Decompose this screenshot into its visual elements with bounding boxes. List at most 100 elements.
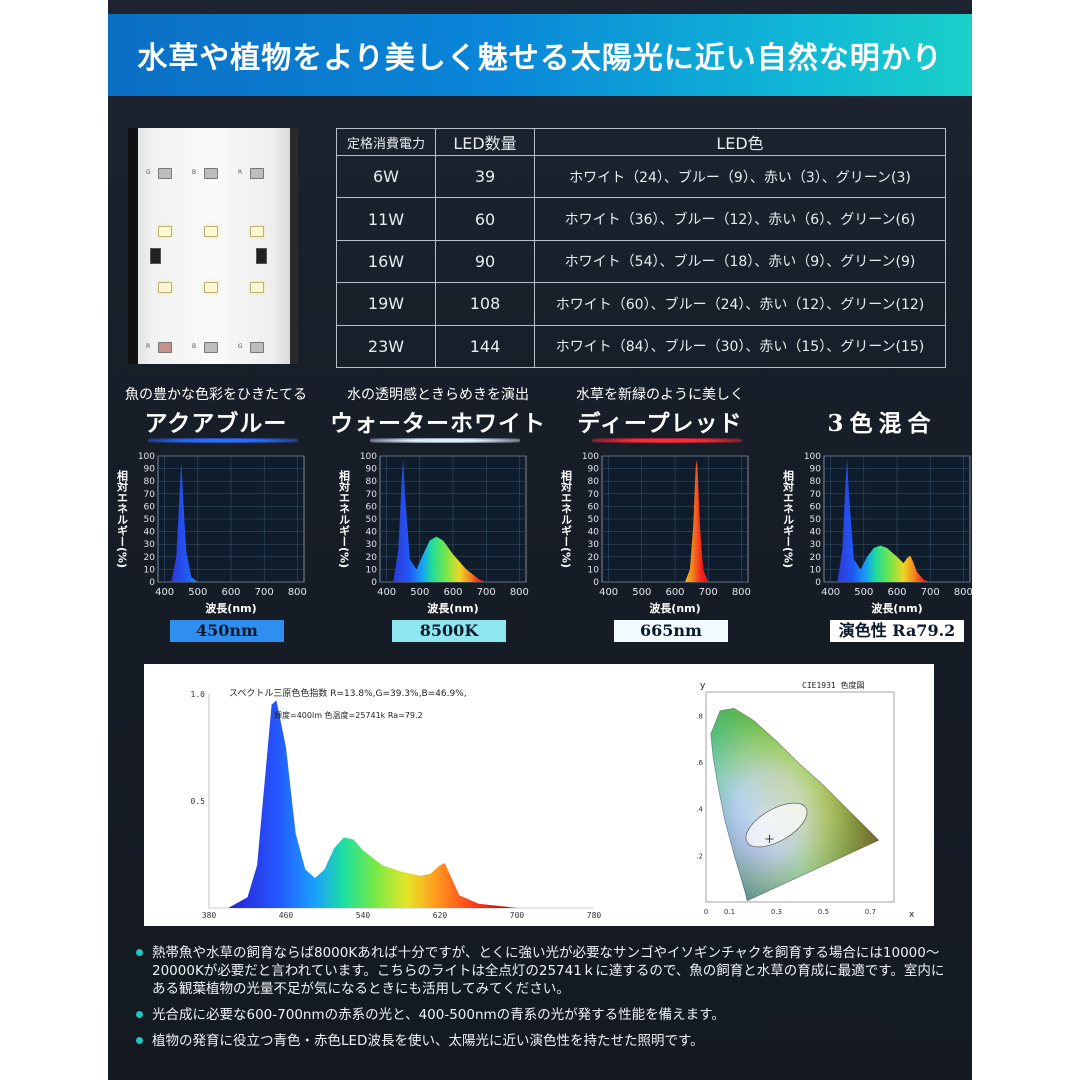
led-mark: B (192, 169, 197, 176)
y-tick-label: 90 (144, 465, 156, 475)
white-point-ellipse (745, 802, 808, 848)
spec-table-header: 定格消費電力 LED数量 LED色 (336, 128, 946, 156)
y-tick-label: 100 (138, 452, 155, 462)
led-chip (158, 168, 172, 179)
panel-subtitle: 水の透明感ときらめきを演出 (347, 387, 529, 403)
y-tick-label: 10 (810, 565, 822, 575)
x-tick-label: 460 (279, 911, 294, 920)
header-led-color: LED色 (534, 128, 946, 156)
led-chip-white (158, 282, 172, 293)
y-tick-label: 80 (810, 477, 822, 487)
spectrum-chart: 0 10 20 30 40 50 60 70 80 90 100 400 500 600 700 800 相対エ… (116, 452, 307, 615)
cell-led-colors: ホワイト（60）、ブルー（24）、赤い（12）、グリーン(12) (534, 282, 946, 326)
y-tick-label: 40 (810, 528, 822, 538)
x-tick-label: 0.1 (724, 908, 735, 916)
spectrum-series (171, 459, 198, 582)
spectrum-analysis-panel: 380 460 540 620 700 780 0.5 1.0 スペクトル三原色色指数 R=13… (144, 664, 934, 926)
note-item: 植物の発育に役立つ青色・赤色LED波長を使い、太陽光に近い演色性を持たせた照明で… (136, 1032, 956, 1050)
y-tick-label: .8 (696, 712, 703, 720)
led-chip-white (158, 226, 172, 237)
panel-subtitle: 水草を新緑のように美しく (576, 387, 744, 403)
y-tick-label: 60 (366, 502, 378, 512)
y-tick-label: 10 (144, 565, 156, 575)
y-tick-label: 90 (810, 465, 822, 475)
y-tick-label: 20 (588, 553, 600, 563)
y-tick-label: 60 (144, 502, 156, 512)
y-axis-label: 相対エネルギー(%) (560, 469, 574, 568)
note-item: 光合成に必要な600-700nmの赤系の光と、400-500nmの青系の光が発す… (136, 1006, 956, 1024)
spectrum-panel-three-color: 3色混合 0 10 20 30 40 50 60 70 80 90 100 400 500 600 700 8… (774, 382, 972, 647)
notes: 熱帯魚や水草の飼育ならば8000Kあれば十分ですが、とくに強い光が必要なサンゴや… (136, 944, 956, 1058)
x-tick-label: 500 (188, 587, 207, 598)
y-tick-label: 40 (366, 528, 378, 538)
panel-title: 3色混合 (827, 410, 937, 437)
spectrum-panel-water-white: 水の透明感ときらめきを演出 ウォーターホワイト 0 10 20 30 40 50 60 70 8… (330, 382, 546, 647)
y-tick-label: 0.5 (191, 797, 206, 806)
x-tick-label: 800 (732, 587, 751, 598)
x-tick-label: 600 (443, 587, 462, 598)
y-tick-label: 70 (144, 490, 156, 500)
led-chip (250, 168, 264, 179)
cell-power: 23W (336, 324, 436, 369)
led-light-photo: G B R R B G (128, 128, 298, 364)
y-tick-label: 80 (366, 477, 378, 487)
x-tick-label: 500 (632, 587, 651, 598)
y-tick-label: 50 (144, 515, 156, 525)
note-text: 光合成に必要な600-700nmの赤系の光と、400-500nmの青系の光が発す… (152, 1007, 725, 1023)
cell-led-colors: ホワイト（24）、ブルー（9）、赤い（3）、グリーン(3) (534, 154, 946, 199)
panel-title: アクアブルー (144, 410, 288, 437)
x-tick-label: 800 (510, 587, 529, 598)
led-chip (250, 342, 264, 353)
x-axis-label: 波長(nm) (205, 601, 256, 615)
y-tick-label: .6 (696, 759, 703, 767)
light-frame-left (128, 128, 138, 364)
table-row: 11W 60 ホワイト（36）、ブルー（12）、赤い（6）、グリーン(6) (336, 197, 946, 241)
y-tick-label: 20 (366, 553, 378, 563)
x-axis-label: x (909, 910, 915, 920)
x-tick-label: 400 (155, 587, 174, 598)
y-tick-label: 40 (588, 528, 600, 538)
x-tick-label: 0 (704, 908, 708, 916)
x-tick-label: 800 (954, 587, 972, 598)
x-tick-label: 700 (255, 587, 274, 598)
led-chip-white (204, 282, 218, 293)
bullet-icon (136, 949, 143, 956)
table-row: 6W 39 ホワイト（24）、ブルー（9）、赤い（3）、グリーン(3) (336, 154, 946, 199)
y-tick-label: 0 (149, 578, 155, 588)
y-tick-label: 10 (366, 565, 378, 575)
led-chip (204, 342, 218, 353)
x-tick-label: 600 (665, 587, 684, 598)
table-row: 19W 108 ホワイト（60）、ブルー（24）、赤い（12）、グリーン(12) (336, 282, 946, 326)
y-axis-label: 相対エネルギー(%) (782, 469, 796, 568)
x-axis-label: 波長(nm) (871, 601, 922, 615)
bullet-icon (136, 1011, 143, 1018)
y-tick-label: 40 (144, 528, 156, 538)
spectrum-chart: 0 10 20 30 40 50 60 70 80 90 100 400 500 600 700 800 相対エ… (560, 452, 751, 615)
panel-color-line (148, 438, 298, 443)
cell-power: 16W (336, 239, 436, 284)
cell-led-count: 39 (435, 154, 535, 199)
y-tick-label: 80 (144, 477, 156, 487)
y-tick-label: 60 (588, 502, 600, 512)
spectrum-series (209, 700, 517, 908)
led-mark: G (146, 169, 151, 176)
light-frame-right (290, 128, 298, 364)
x-tick-label: 600 (221, 587, 240, 598)
led-chip (158, 342, 172, 353)
bullet-icon (136, 1037, 143, 1044)
cell-led-count: 108 (435, 282, 535, 326)
y-tick-label: 100 (804, 452, 821, 462)
spec-table: 定格消費電力 LED数量 LED色 6W 39 ホワイト（24）、ブルー（9）、… (336, 128, 946, 369)
x-tick-label: 800 (288, 587, 307, 598)
x-tick-label: 700 (921, 587, 940, 598)
diagram-title: CIE1931 色度図 (802, 680, 865, 690)
panel-label: 8500K (392, 620, 506, 642)
x-tick-label: 600 (887, 587, 906, 598)
y-axis-label: y (700, 681, 706, 691)
x-tick-label: 700 (477, 587, 496, 598)
x-axis-label: 波長(nm) (427, 601, 478, 615)
y-tick-label: 50 (810, 515, 822, 525)
spectrum-chart: 0 10 20 30 40 50 60 70 80 90 100 400 500 600 700 800 相対エ… (782, 452, 973, 615)
cie-chromaticity-diagram: CIE1931 色度図 y x .2 .4 .6 .8 0 0.1 0.3 0.5 0.7 (696, 680, 915, 920)
header-led-count: LED数量 (435, 128, 535, 156)
